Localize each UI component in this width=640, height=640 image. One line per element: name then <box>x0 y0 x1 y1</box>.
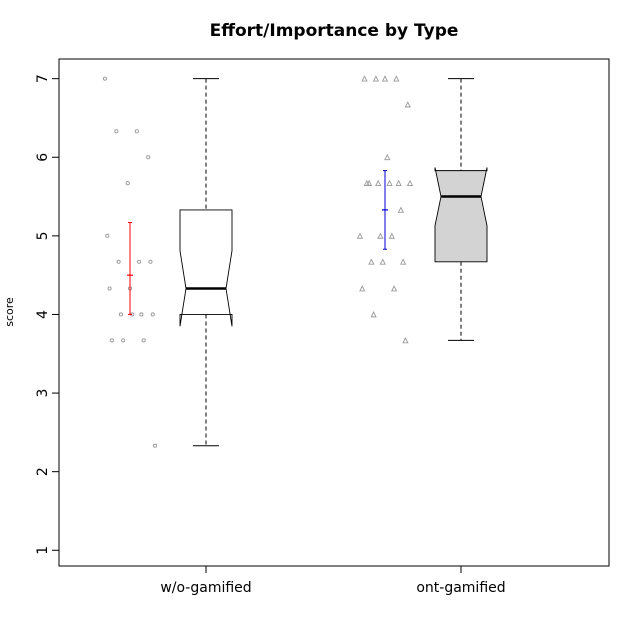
y-axis-label: score <box>3 297 16 327</box>
data-point <box>359 285 366 292</box>
data-point <box>356 232 364 239</box>
y-tick-label: 5 <box>35 231 51 240</box>
data-point <box>141 338 146 343</box>
data-point <box>370 311 377 318</box>
data-point <box>400 258 407 265</box>
data-point <box>365 179 373 187</box>
y-tick-label: 1 <box>35 546 51 555</box>
data-point <box>388 232 395 239</box>
data-point <box>125 181 130 186</box>
x-tick-label: w/o-gamified <box>160 580 251 596</box>
data-point <box>107 286 112 291</box>
data-point <box>139 312 144 317</box>
data-point <box>146 155 151 160</box>
data-point <box>118 312 123 317</box>
y-tick-label: 7 <box>35 74 51 83</box>
notched-box <box>179 209 233 327</box>
data-point <box>386 179 393 187</box>
data-point <box>384 153 391 161</box>
data-point <box>109 338 114 343</box>
data-point <box>152 443 158 448</box>
y-tick-label: 4 <box>35 310 51 319</box>
data-point <box>393 75 400 82</box>
data-point <box>361 75 368 82</box>
data-point <box>105 233 110 238</box>
data-point <box>381 75 389 82</box>
mean-ci-layer <box>127 170 388 315</box>
y-tick-label: 2 <box>35 467 51 476</box>
data-point <box>390 285 398 292</box>
data-point <box>134 129 139 134</box>
data-point <box>395 179 402 187</box>
data-point <box>377 232 384 239</box>
data-point <box>379 258 386 265</box>
y-tick-label: 6 <box>35 153 51 162</box>
x-tick-label: ont-gamified <box>416 580 505 596</box>
box-layer <box>179 78 488 447</box>
x-axis: w/o-gamified ont-gamified <box>160 566 506 596</box>
chart-title: Effort/Importance by Type <box>210 21 459 41</box>
data-point <box>137 259 142 264</box>
data-point <box>114 129 119 134</box>
data-point <box>402 336 409 344</box>
data-point <box>404 101 411 108</box>
data-point <box>102 76 108 81</box>
data-point <box>150 312 155 317</box>
data-point <box>397 206 405 213</box>
data-point <box>148 259 153 264</box>
notched-box <box>434 167 488 263</box>
plot-frame <box>58 58 610 567</box>
y-tick-label: 3 <box>35 389 51 398</box>
data-point <box>406 179 414 187</box>
data-point <box>116 259 121 264</box>
data-point <box>372 75 380 82</box>
data-point <box>121 338 126 343</box>
y-axis: 1 2 3 4 5 6 7 <box>35 74 59 555</box>
data-point <box>368 258 375 265</box>
data-point <box>375 179 382 187</box>
jitter-points <box>102 75 414 448</box>
